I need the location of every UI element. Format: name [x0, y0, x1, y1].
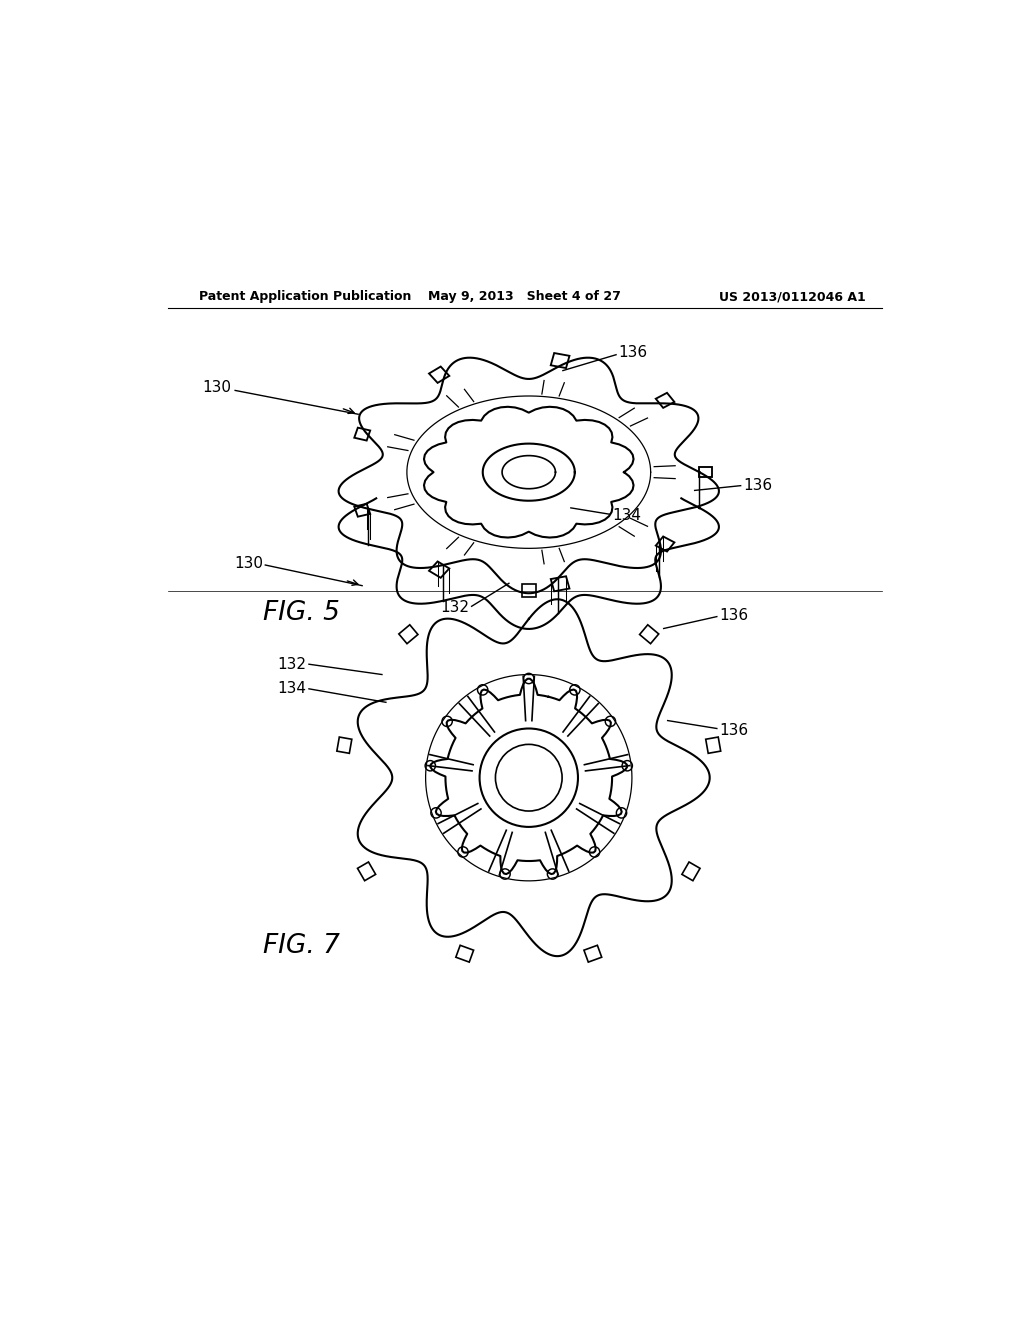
Text: FIG. 5: FIG. 5: [263, 599, 340, 626]
Text: 132: 132: [278, 657, 306, 672]
Text: 136: 136: [743, 478, 772, 494]
Text: 130: 130: [233, 556, 263, 572]
Text: 136: 136: [618, 345, 647, 360]
Text: FIG. 7: FIG. 7: [263, 933, 340, 958]
Text: 134: 134: [612, 508, 641, 523]
Text: Patent Application Publication: Patent Application Publication: [200, 290, 412, 304]
Text: 132: 132: [440, 601, 469, 615]
Text: US 2013/0112046 A1: US 2013/0112046 A1: [719, 290, 866, 304]
Text: 134: 134: [278, 681, 306, 697]
Text: 130: 130: [202, 380, 231, 395]
Text: May 9, 2013   Sheet 4 of 27: May 9, 2013 Sheet 4 of 27: [428, 290, 622, 304]
Text: 136: 136: [719, 722, 749, 738]
Text: 136: 136: [719, 607, 749, 623]
